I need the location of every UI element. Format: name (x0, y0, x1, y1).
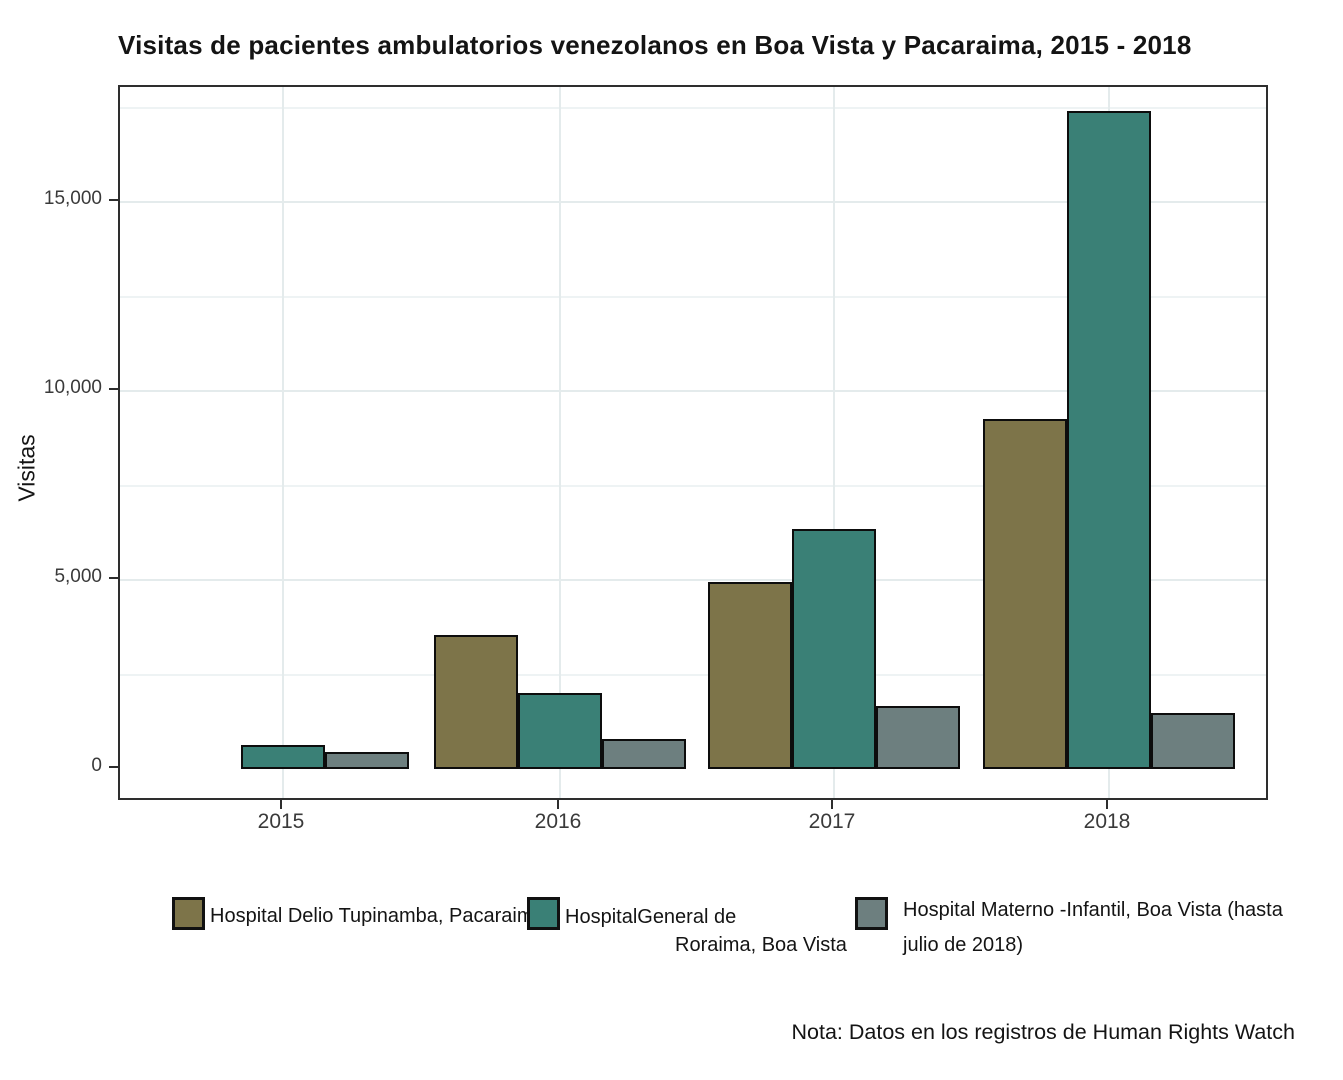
bar-2016-series2 (602, 739, 686, 769)
vertical-gridline (833, 87, 835, 798)
bar-2016-series1 (518, 693, 602, 769)
y-axis-tick (109, 766, 118, 768)
x-axis-tick (831, 800, 833, 809)
vertical-gridline (282, 87, 284, 798)
bar-2018-series2 (1151, 713, 1235, 769)
x-axis-tick (557, 800, 559, 809)
y-tick-label: 10,000 (43, 377, 102, 398)
y-axis-tick (109, 388, 118, 390)
legend-label-line: julio de 2018) (903, 934, 1024, 956)
y-tick-label: 5,000 (54, 566, 102, 587)
y-axis-title: Visitas (13, 434, 40, 502)
vertical-gridline (559, 87, 561, 798)
x-axis-tick (1106, 800, 1108, 809)
minor-gridline (120, 673, 1266, 676)
y-axis-tick (109, 577, 118, 579)
bar-2017-series0 (708, 582, 792, 769)
bar-2015-series1 (241, 745, 325, 769)
x-tick-label: 2015 (257, 810, 305, 833)
minor-gridline (120, 106, 1266, 109)
x-tick-label: 2017 (808, 810, 856, 833)
bar-2018-series0 (983, 419, 1067, 769)
minor-gridline (120, 295, 1266, 298)
x-tick-label: 2018 (1083, 810, 1131, 833)
legend-swatch-general (527, 897, 560, 930)
bar-2015-series2 (325, 752, 409, 769)
legend-swatch-materno (855, 897, 888, 930)
y-tick-label: 15,000 (43, 188, 102, 209)
major-gridline (120, 579, 1266, 581)
x-tick-label: 2016 (534, 810, 582, 833)
bar-2018-series1 (1067, 111, 1151, 769)
bar-2016-series0 (434, 635, 518, 769)
legend-label-line: Hospital Materno -Infantil, Boa Vista (h… (903, 899, 1283, 921)
x-axis-tick (280, 800, 282, 809)
plot-panel (118, 85, 1268, 800)
y-tick-label: 0 (91, 755, 102, 776)
major-gridline (120, 201, 1266, 203)
chart-title: Visitas de pacientes ambulatorios venezo… (118, 30, 1192, 60)
legend-swatch-delio (172, 897, 205, 930)
legend-label-line: Hospital Delio Tupinamba, Pacaraima (210, 905, 545, 927)
legend-label-materno: Hospital Materno -Infantil, Boa Vista (h… (903, 893, 1283, 963)
bar-2017-series1 (792, 529, 876, 769)
legend-label-line: HospitalGeneral de (565, 906, 737, 928)
legend-label-delio: Hospital Delio Tupinamba, Pacaraima (210, 902, 545, 930)
source-note: Nota: Datos en los registros de Human Ri… (791, 1020, 1295, 1044)
minor-gridline (120, 484, 1266, 487)
legend-label-general: HospitalGeneral de Roraima, Boa Vista (565, 903, 847, 959)
y-axis-tick (109, 199, 118, 201)
legend-label-line: Roraima, Boa Vista (675, 934, 847, 956)
bar-2017-series2 (876, 706, 960, 769)
major-gridline (120, 390, 1266, 392)
